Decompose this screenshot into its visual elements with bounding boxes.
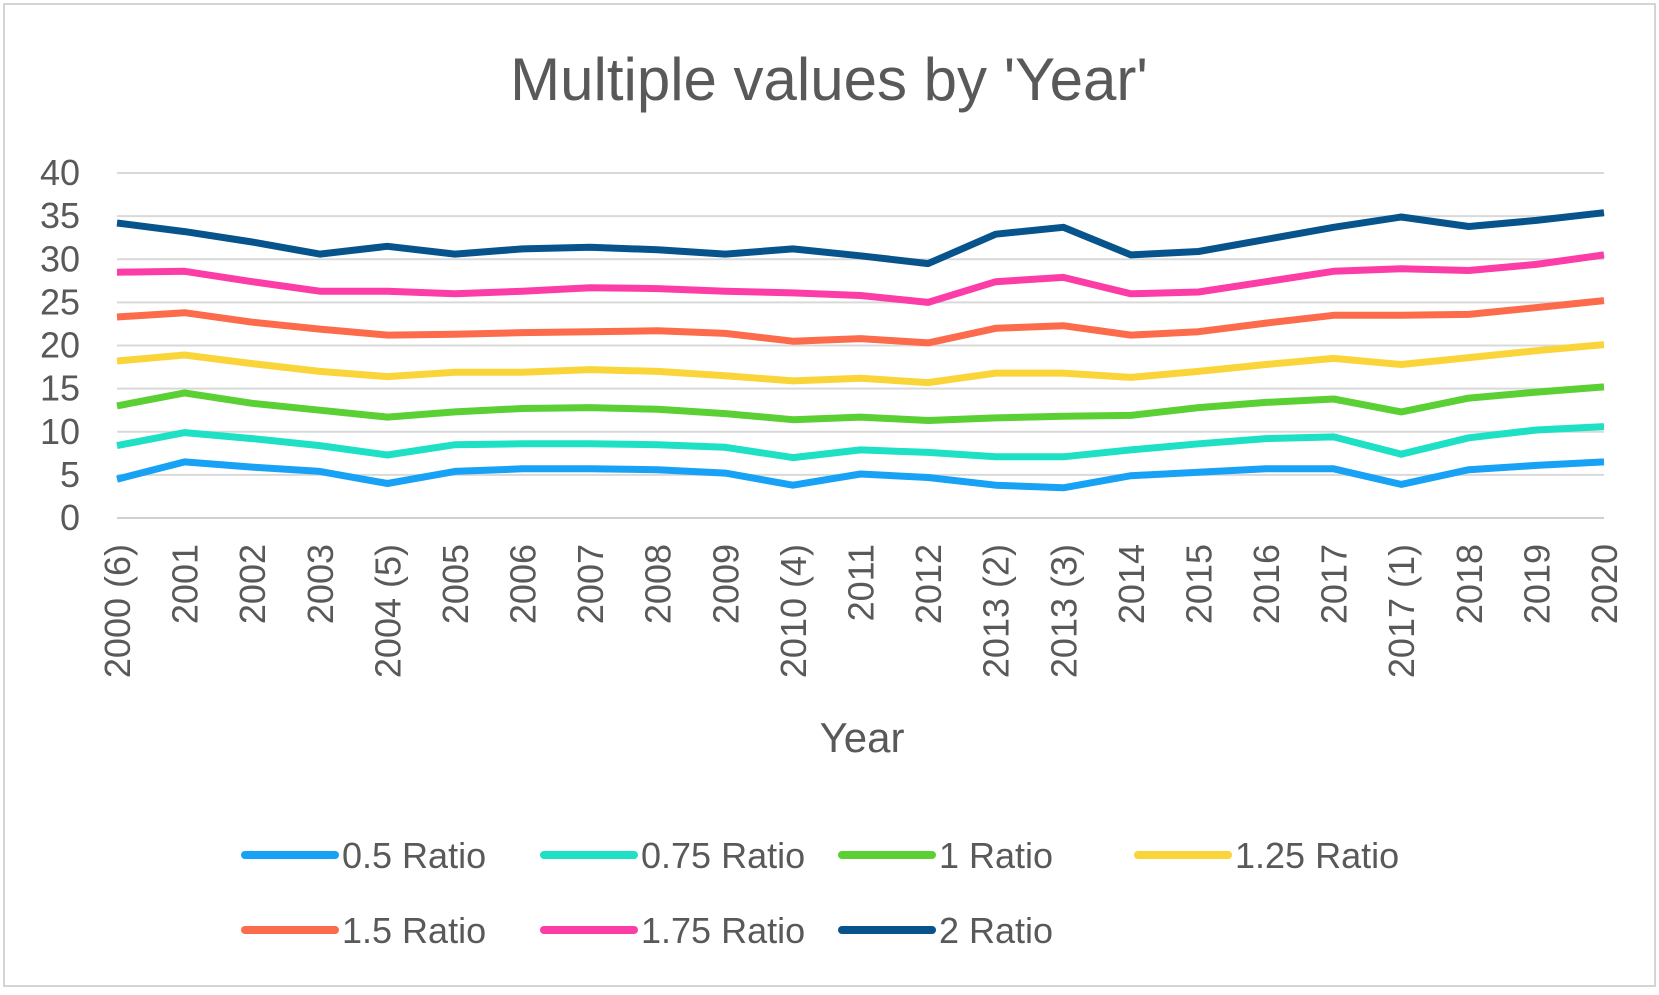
x-tick-label: 2010 (4) xyxy=(773,544,814,678)
y-tick-label: 40 xyxy=(40,152,80,193)
legend-label: 0.75 Ratio xyxy=(641,835,805,876)
y-tick-label: 30 xyxy=(40,238,80,279)
chart-title: Multiple values by 'Year' xyxy=(510,46,1148,113)
y-tick-label: 20 xyxy=(40,325,80,366)
x-tick-label: 2006 xyxy=(503,544,544,624)
x-tick-label: 2015 xyxy=(1178,544,1219,624)
x-axis-label: Year xyxy=(820,714,905,761)
x-tick-label: 2002 xyxy=(232,544,273,624)
x-tick-label: 2013 (3) xyxy=(1043,544,1084,678)
x-tick-label: 2000 (6) xyxy=(97,544,138,678)
gridlines xyxy=(117,172,1604,519)
series-line xyxy=(116,297,1605,347)
x-tick-label: 2012 xyxy=(908,544,949,624)
x-tick-label: 2017 xyxy=(1314,544,1355,624)
chart-border xyxy=(3,3,1656,987)
series-line xyxy=(116,423,1605,462)
x-tick-label: 2001 xyxy=(165,544,206,624)
x-tick-label: 2019 xyxy=(1516,544,1557,624)
legend-label: 2 Ratio xyxy=(939,910,1053,951)
x-tick-label: 2011 xyxy=(841,544,882,621)
series-line xyxy=(116,209,1605,268)
series-line xyxy=(116,341,1605,387)
y-tick-label: 25 xyxy=(40,281,80,322)
x-tick-label: 2017 (1) xyxy=(1381,544,1422,678)
x-tick-label: 2003 xyxy=(300,544,341,624)
y-tick-label: 15 xyxy=(40,368,80,409)
x-tick-label: 2007 xyxy=(570,544,611,624)
x-tick-label: 2009 xyxy=(705,544,746,624)
series-line xyxy=(116,383,1605,424)
legend-label: 1.25 Ratio xyxy=(1235,835,1399,876)
x-tick-label: 2014 xyxy=(1111,544,1152,624)
x-tick-label: 2020 xyxy=(1584,544,1625,624)
series-lines xyxy=(116,209,1605,492)
legend: 0.5 Ratio 0.75 Ratio 1 Ratio 1.25 Ratio 1.5 … xyxy=(241,835,1399,951)
x-tick-label: 2016 xyxy=(1246,544,1287,624)
y-tick-label: 0 xyxy=(60,497,80,538)
y-tick-label: 5 xyxy=(60,454,80,495)
legend-label: 1.5 Ratio xyxy=(342,910,486,951)
x-tick-label: 2018 xyxy=(1449,544,1490,624)
legend-label: 0.5 Ratio xyxy=(342,835,486,876)
y-tick-label: 10 xyxy=(40,411,80,452)
x-tick-label: 2013 (2) xyxy=(976,544,1017,678)
x-axis-ticks: 2000 (6) 2001 2002 2003 2004 (5) 2005 2006 2007… xyxy=(97,544,1625,678)
x-tick-label: 2005 xyxy=(435,544,476,624)
x-tick-label: 2004 (5) xyxy=(367,544,408,678)
y-tick-label: 35 xyxy=(40,195,80,236)
x-tick-label: 2008 xyxy=(638,544,679,624)
series-line xyxy=(116,458,1605,492)
legend-label: 1.75 Ratio xyxy=(641,910,805,951)
legend-label: 1 Ratio xyxy=(939,835,1053,876)
series-line xyxy=(116,251,1605,306)
